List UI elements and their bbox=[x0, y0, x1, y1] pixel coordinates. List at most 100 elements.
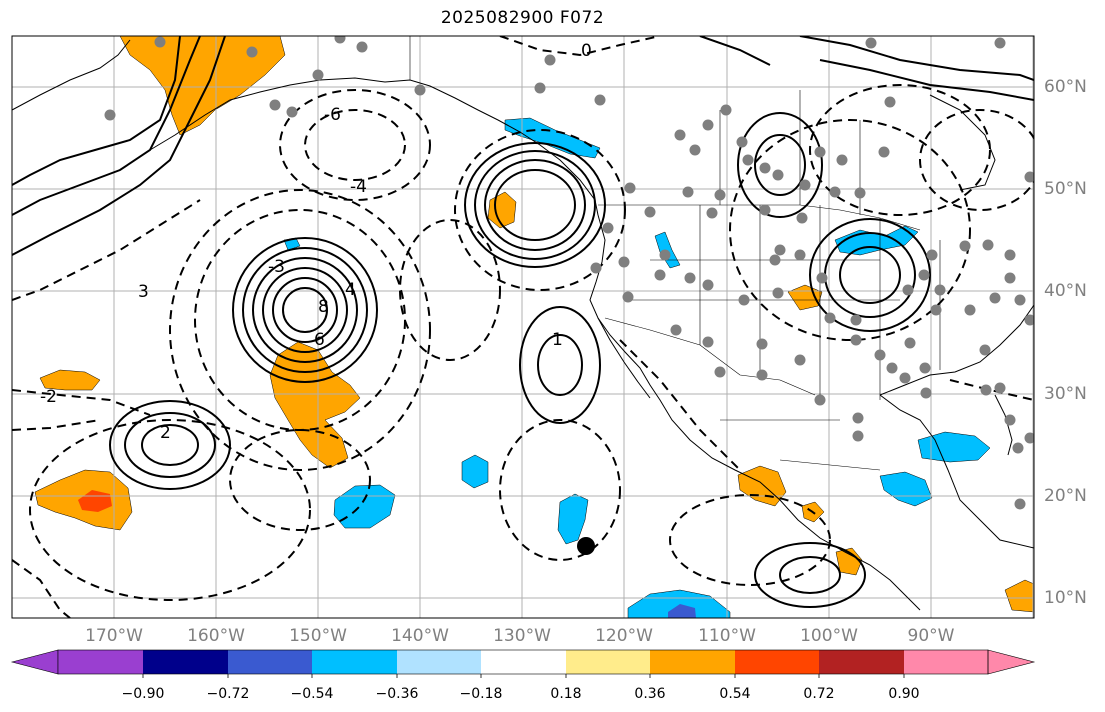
lat-label-40n: 40°N bbox=[1044, 281, 1087, 301]
contour-nw-2 bbox=[12, 36, 201, 216]
contour-dash-5 bbox=[399, 219, 501, 361]
station-dot bbox=[814, 146, 826, 158]
colorbar-tick-8: 0.54 bbox=[719, 686, 751, 702]
fill-blue-pacific2 bbox=[461, 454, 489, 489]
contour-dash-16 bbox=[12, 199, 201, 301]
station-dot bbox=[684, 272, 696, 284]
contour-label-8: 8 bbox=[318, 297, 329, 317]
lon-label-130w: 130°W bbox=[493, 626, 551, 646]
contour-low-4 bbox=[252, 257, 358, 363]
colorbar-segment bbox=[481, 650, 566, 674]
colorbar-tick-10: 0.90 bbox=[888, 686, 920, 702]
station-dot bbox=[994, 382, 1006, 394]
station-dot bbox=[756, 369, 768, 381]
contour-ne-4 bbox=[464, 142, 606, 268]
contour-dash-11 bbox=[919, 109, 1034, 211]
station-dot bbox=[534, 82, 546, 94]
colorbar-extend-low bbox=[10, 649, 59, 675]
station-dot bbox=[930, 304, 942, 316]
map-frame bbox=[11, 35, 1035, 619]
contour-low-2 bbox=[272, 277, 338, 343]
station-dot bbox=[622, 291, 634, 303]
coast-westnorthamerica bbox=[589, 214, 921, 611]
colorbar-segment bbox=[650, 650, 735, 674]
station-dot bbox=[104, 109, 116, 121]
station-dot bbox=[269, 99, 281, 111]
contour-off-2 bbox=[519, 306, 601, 424]
border-us-canada bbox=[598, 204, 921, 231]
contour-label-3: 3 bbox=[138, 282, 149, 302]
station-dot bbox=[670, 324, 682, 336]
fill-orange-alaska bbox=[119, 36, 286, 136]
contour-low-6 bbox=[232, 237, 378, 383]
anomaly-fills bbox=[34, 36, 1034, 618]
station-dot bbox=[854, 187, 866, 199]
map-title: 2025082900 F072 bbox=[440, 8, 605, 28]
station-dot bbox=[689, 144, 701, 156]
station-dot bbox=[850, 314, 862, 326]
colorbar-segment bbox=[228, 650, 312, 674]
colorbar-tick-2: −0.72 bbox=[206, 686, 250, 702]
station-dot bbox=[1014, 498, 1026, 510]
contour-nw-3 bbox=[12, 36, 226, 256]
station-dot bbox=[816, 272, 828, 284]
station-dot bbox=[899, 372, 911, 384]
colorbar-segment bbox=[143, 650, 228, 674]
contour-sp-2 bbox=[124, 412, 216, 478]
station-dot bbox=[674, 129, 686, 141]
station-dot bbox=[796, 212, 808, 224]
station-dot bbox=[934, 284, 946, 296]
contour-labels: 8 6 4 3 2 1 0 -2 -3 -4 -6 bbox=[40, 41, 592, 443]
colorbar-segment bbox=[312, 650, 397, 674]
station-dot bbox=[742, 154, 754, 166]
contour-low-5 bbox=[242, 247, 368, 373]
station-dot bbox=[654, 269, 666, 281]
lon-label-110w: 110°W bbox=[698, 626, 756, 646]
fill-blue-pacific3 bbox=[557, 493, 589, 545]
contour-label-6: 6 bbox=[314, 330, 325, 350]
contour-dash-13 bbox=[669, 494, 831, 586]
contour-ne-2 bbox=[484, 159, 586, 251]
station-dot bbox=[772, 169, 784, 181]
station-dot bbox=[756, 338, 768, 350]
station-dot bbox=[590, 262, 602, 274]
station-dot bbox=[980, 384, 992, 396]
station-dot bbox=[886, 362, 898, 374]
contour-can-1 bbox=[754, 134, 806, 196]
station-dot bbox=[594, 94, 606, 106]
contour-label-2a: 2 bbox=[160, 423, 171, 443]
station-dot bbox=[852, 412, 864, 424]
station-dot bbox=[312, 69, 324, 81]
station-dot bbox=[334, 36, 346, 44]
station-dot bbox=[714, 189, 726, 201]
lon-label-140w: 140°W bbox=[391, 626, 449, 646]
colorbar-tick-5: −0.18 bbox=[459, 686, 503, 702]
colorbar-segment bbox=[397, 650, 481, 674]
station-dot bbox=[714, 366, 726, 378]
contour-dash-6 bbox=[454, 129, 626, 291]
coast-east bbox=[879, 304, 1034, 396]
station-dot bbox=[1004, 249, 1016, 261]
lon-label-100w: 100°W bbox=[800, 626, 858, 646]
station-dot bbox=[959, 240, 971, 252]
coast-florida bbox=[994, 394, 1013, 456]
contour-dash-2 bbox=[279, 89, 431, 201]
station-dot bbox=[989, 292, 1001, 304]
contour-dash-7 bbox=[229, 429, 371, 531]
station-dot bbox=[774, 244, 786, 256]
contour-off-1 bbox=[537, 334, 583, 396]
contour-label-m6: -6 bbox=[324, 105, 341, 125]
colorbar-tick-1: −0.90 bbox=[121, 686, 165, 702]
station-dot bbox=[829, 186, 841, 198]
coast-gulfofmexico bbox=[879, 394, 1034, 549]
station-dot bbox=[602, 222, 614, 234]
contour-gl-3 bbox=[809, 218, 931, 332]
tropical-cyclone-marker bbox=[577, 537, 595, 555]
contour-dash-15 bbox=[12, 419, 101, 431]
contours-dashed bbox=[12, 36, 1034, 618]
fill-blue-small2 bbox=[654, 231, 681, 269]
station-dot bbox=[814, 394, 826, 406]
station-dot bbox=[918, 269, 930, 281]
station-dot bbox=[414, 84, 426, 96]
